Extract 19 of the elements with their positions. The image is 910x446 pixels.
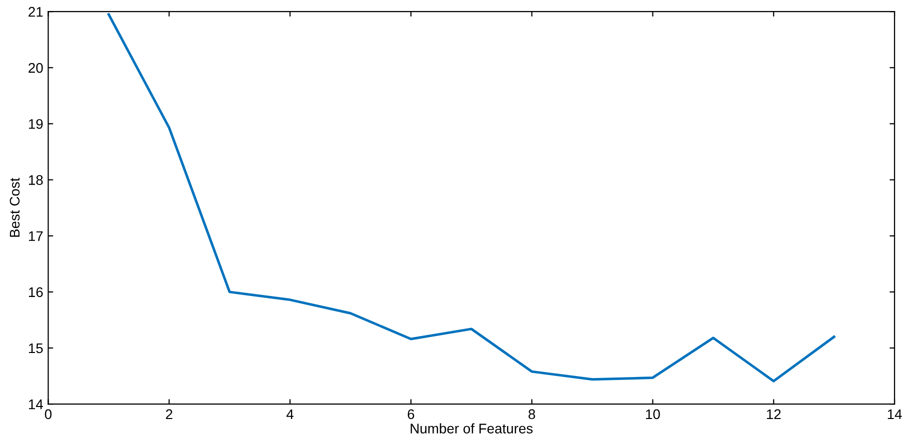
- line-series: [107, 13, 836, 382]
- y-tick-label: 18: [28, 175, 43, 185]
- x-tick-label: 8: [528, 409, 536, 420]
- x-tick-label: 4: [286, 409, 294, 419]
- x-axis-title: Number of Features: [410, 423, 533, 434]
- y-tick-label: 19: [28, 119, 43, 129]
- y-tick-label: 20: [28, 63, 43, 73]
- y-tick-label: 17: [28, 231, 43, 241]
- y-tick-label: 15: [28, 343, 43, 354]
- x-tick-label: 10: [646, 409, 660, 420]
- y-tick-label: 14: [28, 400, 43, 410]
- x-tick-label: 12: [766, 409, 781, 419]
- y-tick-label: 16: [28, 287, 43, 298]
- y-axis-title: Best Cost: [10, 178, 20, 237]
- x-tick-label: 6: [408, 409, 414, 420]
- y-tick-label: 21: [28, 6, 43, 17]
- x-tick-label: 14: [888, 409, 902, 419]
- x-tick-label: 2: [166, 409, 172, 419]
- x-tick-label: 0: [44, 409, 52, 420]
